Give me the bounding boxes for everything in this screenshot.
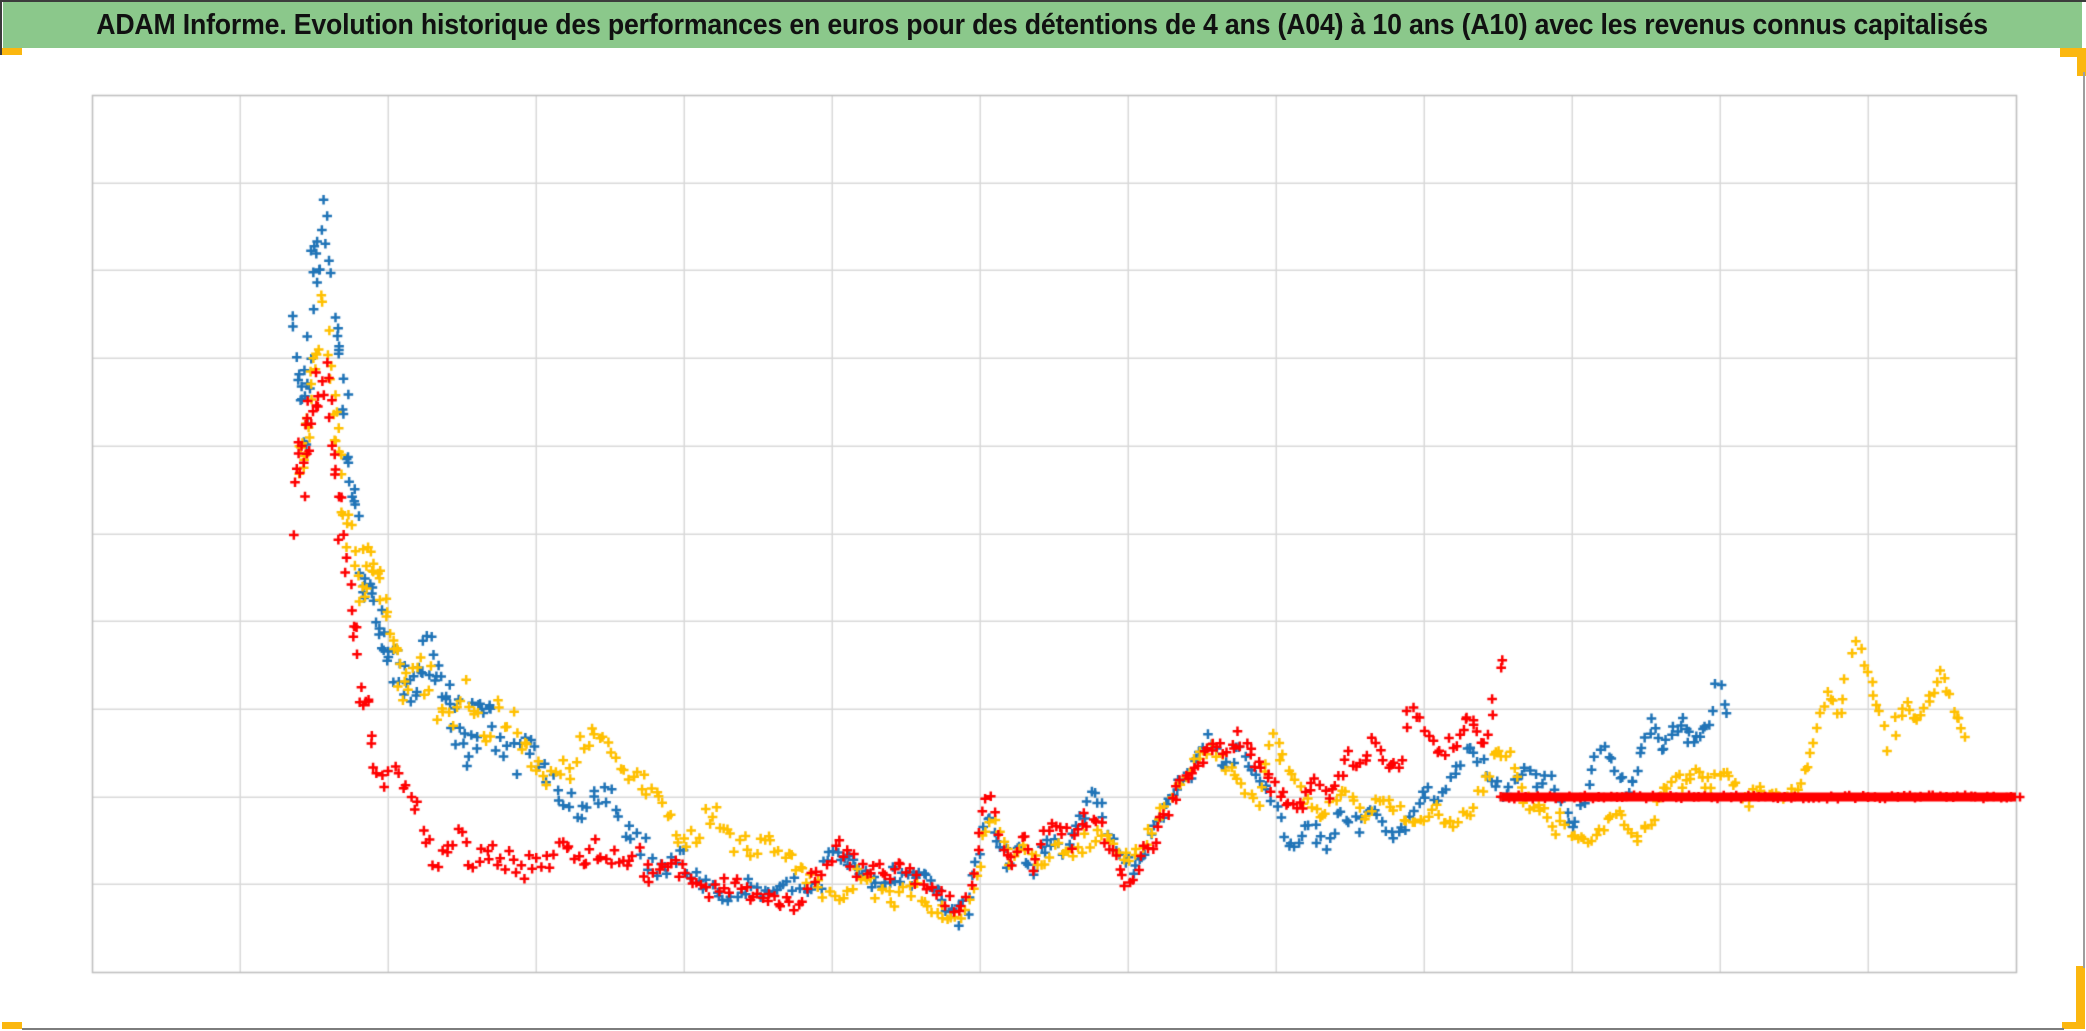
window-bottom-edge [22,1028,2064,1030]
selection-handle-bottom-left[interactable] [2,1022,22,1029]
selection-handle-top-left[interactable] [2,48,22,55]
window-left-edge [0,0,2,55]
selection-corner-top-right-arm[interactable] [2077,48,2086,76]
selection-corner-top-right[interactable] [2060,48,2086,57]
selection-corner-bottom-right[interactable] [2062,1022,2085,1029]
window-top-edge [0,0,2086,2]
window-right-edge [2083,72,2085,968]
title-bar: ADAM Informe. Evolution historique des p… [3,2,2082,48]
page-title: ADAM Informe. Evolution historique des p… [96,8,1989,41]
selection-corner-bottom-right-arm[interactable] [2076,966,2085,1028]
